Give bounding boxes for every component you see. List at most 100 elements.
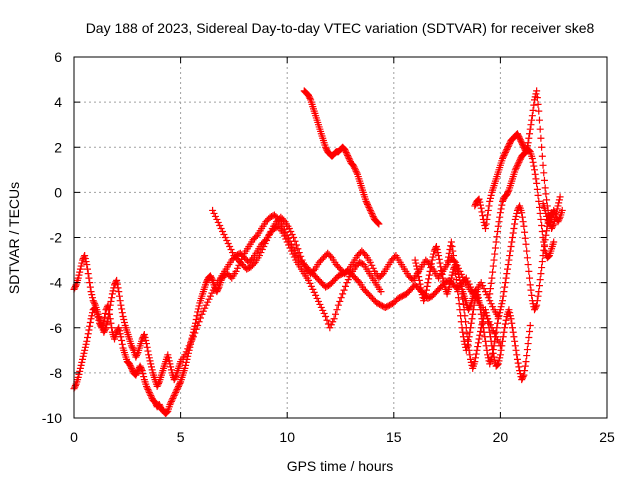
- data-point: [323, 316, 331, 324]
- data-point: [434, 249, 442, 257]
- data-point: [422, 290, 430, 298]
- data-point: [313, 294, 321, 302]
- data-point: [472, 354, 480, 362]
- data-point: [81, 255, 89, 263]
- data-point: [475, 195, 483, 203]
- data-point: [522, 240, 530, 248]
- data-point: [107, 319, 115, 327]
- data-point: [467, 324, 475, 332]
- data-point: [362, 197, 370, 205]
- data-point: [530, 162, 538, 170]
- data-point: [493, 361, 501, 369]
- data-point: [201, 304, 209, 312]
- data-point: [118, 340, 126, 348]
- data-point: [369, 264, 377, 272]
- axes-layer: 0 5 10 15 20 25 -10 -8 -6 -4 -2 0 2 4 6: [42, 49, 615, 445]
- data-point: [525, 146, 533, 154]
- data-point: [528, 291, 536, 299]
- data-point: [443, 261, 451, 269]
- data-point: [534, 292, 542, 300]
- data-point: [521, 367, 529, 375]
- data-point: [490, 256, 498, 264]
- data-point: [445, 283, 453, 291]
- data-point: [491, 333, 499, 341]
- data-point: [512, 346, 520, 354]
- data-point: [412, 259, 420, 267]
- data-point: [489, 346, 497, 354]
- data-point: [100, 328, 108, 336]
- data-point: [457, 279, 465, 287]
- y-tick-label: -6: [50, 320, 63, 336]
- data-point: [525, 334, 533, 342]
- data-point: [518, 209, 526, 217]
- data-point: [194, 321, 202, 329]
- data-point: [501, 150, 509, 158]
- data-point: [172, 387, 180, 395]
- data-point: [456, 276, 464, 284]
- data-point: [341, 282, 349, 290]
- data-point: [538, 227, 546, 235]
- data-point: [556, 193, 564, 201]
- data-point: [167, 397, 175, 405]
- data-point: [531, 304, 539, 312]
- data-point: [540, 176, 548, 184]
- data-point: [182, 358, 190, 366]
- data-point: [322, 145, 330, 153]
- data-point: [147, 360, 155, 368]
- data-point: [481, 337, 489, 345]
- data-point: [309, 267, 317, 275]
- data-point: [71, 382, 79, 390]
- data-point: [494, 227, 502, 235]
- data-point: [538, 264, 546, 272]
- data-point: [534, 100, 542, 108]
- data-point: [305, 276, 313, 284]
- data-point: [504, 265, 512, 273]
- data-point: [171, 390, 179, 398]
- data-point: [85, 274, 93, 282]
- data-point: [341, 146, 349, 154]
- data-point: [90, 298, 98, 306]
- data-point: [101, 309, 109, 317]
- data-point: [499, 153, 507, 161]
- data-point: [482, 309, 490, 317]
- data-point: [484, 211, 492, 219]
- data-point: [86, 279, 94, 287]
- data-point: [141, 334, 149, 342]
- data-point: [484, 294, 492, 302]
- data-point: [109, 287, 117, 295]
- data-point: [209, 206, 217, 214]
- data-point: [524, 340, 532, 348]
- data-point: [86, 318, 94, 326]
- data-point: [81, 252, 89, 260]
- data-point: [103, 321, 111, 329]
- data-point: [413, 262, 421, 270]
- data-point: [203, 277, 211, 285]
- data-point: [550, 206, 558, 214]
- data-point: [448, 271, 456, 279]
- data-point: [114, 325, 122, 333]
- y-tick-label: -10: [42, 410, 62, 426]
- data-point: [464, 306, 472, 314]
- data-point: [526, 328, 534, 336]
- data-point: [524, 139, 532, 147]
- data-point: [287, 227, 295, 235]
- data-point: [433, 246, 441, 254]
- data-point: [283, 238, 291, 246]
- data-point: [167, 366, 175, 374]
- data-point: [502, 274, 510, 282]
- y-tick-label: 6: [54, 49, 62, 65]
- data-point: [437, 263, 445, 271]
- data-point: [517, 137, 525, 145]
- data-point: [522, 358, 530, 366]
- data-point: [481, 224, 489, 232]
- data-point: [142, 337, 150, 345]
- data-point: [198, 310, 206, 318]
- data-point: [465, 304, 473, 312]
- data-point: [373, 218, 381, 226]
- data-point: [523, 254, 531, 262]
- data-point: [502, 316, 510, 324]
- data-point: [518, 139, 526, 147]
- data-point: [144, 385, 152, 393]
- y-tick-label: 0: [54, 184, 62, 200]
